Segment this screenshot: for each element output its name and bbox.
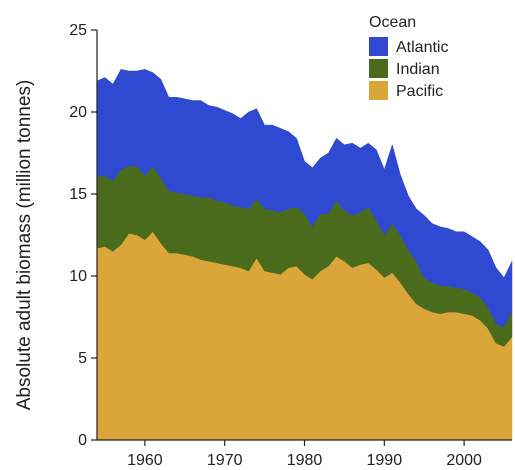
- y-axis-ticks: 0 5 10 15 20 25: [69, 22, 97, 449]
- y-tick-label: 10: [69, 268, 87, 285]
- legend-swatch-atlantic: [369, 37, 388, 56]
- y-tick-label: 20: [69, 104, 87, 121]
- x-tick-label: 1980: [287, 452, 323, 469]
- x-tick-label: 1960: [127, 452, 163, 469]
- y-tick-label: 0: [78, 432, 87, 449]
- y-tick-label: 15: [69, 186, 87, 203]
- area-atlantic: [96, 69, 513, 328]
- legend-swatch-indian: [369, 59, 388, 78]
- x-tick-label: 2000: [446, 452, 482, 469]
- legend-swatch-pacific: [369, 81, 388, 100]
- legend-title: Ocean: [369, 14, 416, 31]
- x-tick-label: 1970: [207, 452, 243, 469]
- legend-label-indian: Indian: [396, 61, 440, 78]
- plot-areas: [96, 69, 513, 441]
- y-axis-title: Absolute adult biomass (million tonnes): [14, 80, 35, 411]
- y-tick-label: 5: [78, 350, 87, 367]
- legend-label-atlantic: Atlantic: [396, 39, 448, 56]
- legend-label-pacific: Pacific: [396, 83, 443, 100]
- legend-items: Atlantic Indian Pacific: [369, 37, 448, 100]
- y-tick-label: 25: [69, 22, 87, 39]
- x-tick-label: 1990: [367, 452, 403, 469]
- x-axis-ticks: 1960 1970 1980 1990 2000: [127, 440, 482, 469]
- legend: Ocean Atlantic Indian Pacific: [369, 14, 448, 100]
